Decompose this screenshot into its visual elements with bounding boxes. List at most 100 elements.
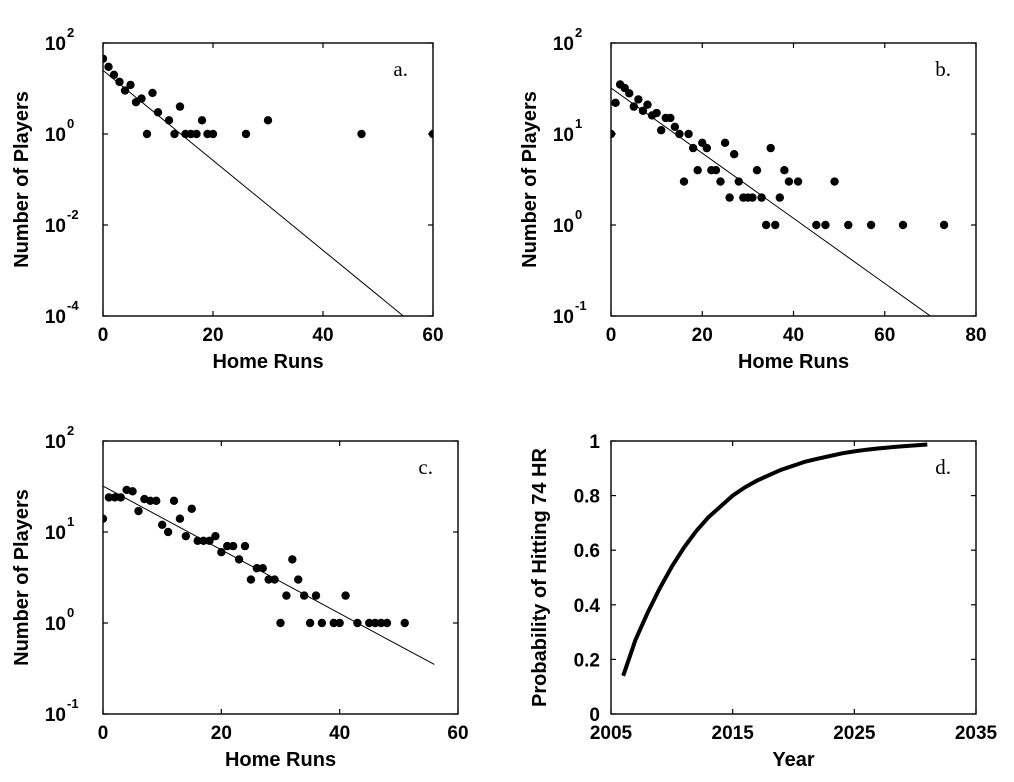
panel-label: d. (935, 455, 951, 479)
data-point (228, 541, 238, 551)
data-point (734, 177, 743, 186)
data-point (611, 129, 616, 139)
data-point (428, 129, 433, 139)
plot-frame (610, 42, 977, 317)
data-point (684, 129, 693, 139)
data-point (258, 564, 267, 573)
data-point (757, 193, 766, 202)
data-point (175, 514, 185, 523)
data-point (780, 166, 789, 175)
x-tick-label: 40 (312, 325, 333, 346)
x-tick-label: 0 (606, 325, 617, 346)
data-point (335, 618, 344, 628)
plot-area (103, 54, 433, 316)
data-point (109, 70, 119, 80)
y-tick-label-exponent: 2 (67, 25, 74, 40)
y-tick-label: 0 (589, 705, 600, 726)
x-tick-label: 20 (202, 325, 223, 346)
y-tick-label: 0.2 (574, 650, 600, 671)
data-point (197, 116, 207, 125)
data-point (761, 220, 771, 230)
y-tick-label-exponent: 1 (67, 514, 74, 529)
probability-curve (621, 442, 928, 677)
y-axis-label: Number of Players (11, 489, 33, 666)
data-point (643, 100, 652, 109)
data-point (282, 591, 291, 600)
panel-label: b. (935, 57, 951, 81)
data-point (175, 102, 185, 111)
y-axis-label: Number of Players (11, 91, 33, 268)
data-point (288, 555, 297, 564)
x-axis-label: Home Runs (212, 351, 323, 373)
data-point (294, 575, 303, 584)
x-tick-label: 40 (329, 723, 350, 744)
data-point (205, 536, 214, 546)
data-point (729, 149, 739, 159)
data-point (103, 514, 108, 523)
y-tick-label-base: 10 (553, 216, 574, 237)
x-axis-label: Year (772, 749, 814, 771)
x-axis-label: Home Runs (738, 351, 849, 373)
data-point (163, 527, 173, 537)
data-point (844, 220, 853, 230)
x-tick-label: 2015 (712, 723, 755, 744)
y-axis-label: Probability of Hitting 74 HR (529, 448, 551, 707)
data-point (103, 54, 108, 63)
data-point (812, 220, 821, 230)
y-tick-label-exponent: -1 (575, 298, 587, 313)
data-point (679, 177, 689, 186)
data-point (866, 220, 876, 230)
y-tick-label-base: 10 (45, 125, 66, 146)
y-tick-label-exponent: 0 (67, 605, 74, 620)
data-point (148, 88, 157, 98)
data-point (670, 122, 680, 131)
data-point (128, 487, 137, 496)
data-point (821, 220, 830, 230)
y-tick-label: 1 (589, 432, 600, 453)
data-point (716, 177, 725, 186)
data-point (400, 618, 409, 628)
data-point (711, 166, 721, 175)
y-tick-label-exponent: 2 (67, 423, 74, 438)
y-tick-label: 0.4 (574, 596, 601, 617)
y-axis-label: Number of Players (519, 91, 541, 268)
data-point (311, 591, 321, 600)
data-point (181, 531, 191, 541)
data-point (329, 618, 338, 628)
data-point (370, 618, 380, 628)
data-point (766, 143, 775, 153)
data-point (157, 520, 167, 529)
data-point (152, 496, 161, 506)
data-point (187, 504, 196, 513)
data-point (208, 129, 218, 139)
x-tick-label: 2005 (590, 723, 633, 744)
data-point (652, 108, 661, 118)
x-tick-label: 60 (422, 325, 443, 346)
data-point (625, 89, 634, 98)
y-tick-label-base: 10 (553, 307, 574, 328)
data-point (675, 129, 684, 139)
data-point (240, 541, 250, 551)
data-point (246, 575, 256, 584)
data-point (223, 541, 232, 551)
plot-frame (102, 440, 459, 715)
y-tick-label-base: 10 (45, 523, 66, 544)
y-tick-label-exponent: 0 (67, 116, 74, 131)
data-point (702, 143, 712, 153)
data-point (263, 116, 273, 125)
x-tick-label: 20 (211, 723, 232, 744)
data-point (142, 129, 152, 139)
y-tick-label-base: 10 (45, 34, 66, 55)
data-point (110, 493, 120, 502)
data-point (305, 618, 315, 628)
data-point (104, 62, 113, 71)
data-point (104, 493, 114, 502)
x-tick-label: 60 (447, 723, 468, 744)
y-tick-label-base: 10 (553, 34, 574, 55)
data-point (939, 220, 949, 230)
data-point (241, 129, 251, 139)
fit-line (103, 485, 435, 665)
data-point (116, 493, 125, 502)
data-point (784, 177, 794, 186)
